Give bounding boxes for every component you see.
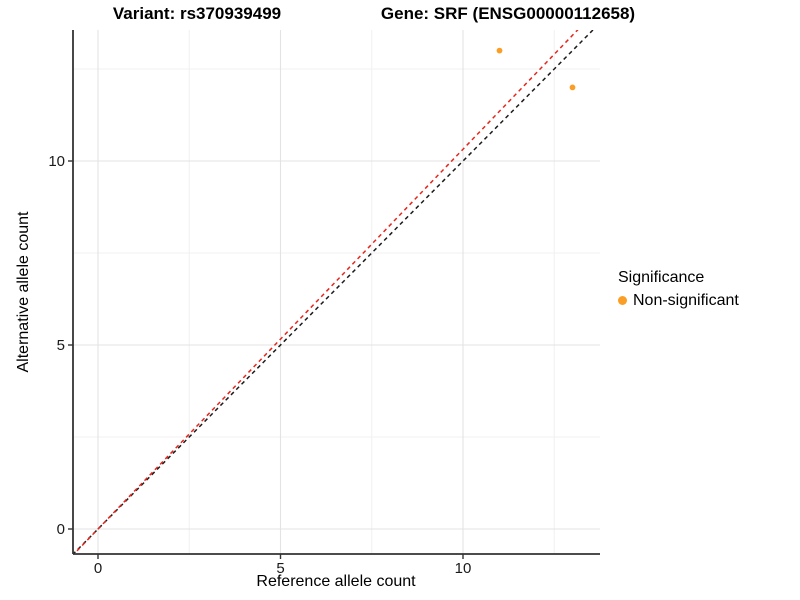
y-tick-label: 10	[48, 153, 65, 170]
data-point	[569, 84, 576, 91]
x-tick-label: 10	[455, 560, 472, 577]
x-tick-label: 5	[276, 560, 284, 577]
fit-line	[73, 30, 579, 554]
legend-point-marker-icon	[618, 296, 627, 305]
y-axis-title: Alternative allele count	[15, 211, 32, 373]
x-axis-title: Reference allele count	[256, 573, 416, 590]
plot-title-gene: Gene: SRF (ENSG00000112658)	[380, 4, 636, 23]
data-point	[496, 47, 503, 54]
legend-item-non-significant: Non-significant	[618, 290, 739, 311]
identity-line	[73, 30, 594, 554]
legend-item-label: Non-significant	[633, 292, 739, 309]
legend-title: Significance	[618, 269, 705, 286]
legend: Significance Non-significant	[618, 268, 739, 311]
y-tick-label: 5	[57, 337, 65, 354]
plot-title-variant: Variant: rs370939499	[112, 4, 282, 23]
x-tick-label: 0	[94, 560, 102, 577]
y-tick-label: 0	[57, 521, 65, 538]
